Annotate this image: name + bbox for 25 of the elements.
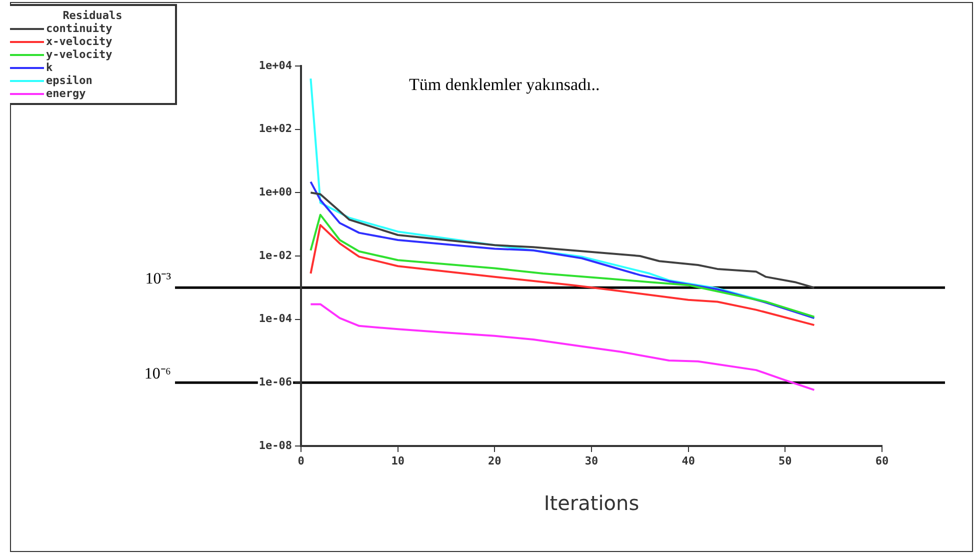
legend-label: epsilon — [46, 74, 92, 87]
x-tick-label: 60 — [875, 454, 889, 468]
legend-label: continuity — [46, 22, 112, 35]
x-tick-label: 0 — [298, 454, 304, 468]
x-tick-label: 20 — [488, 454, 502, 468]
y-tick-label: 1e-02 — [258, 248, 292, 262]
x-tick-label: 40 — [682, 454, 695, 468]
legend-title: Residuals — [62, 9, 124, 22]
legend-label: x-velocity — [46, 35, 112, 48]
annotation: Tüm denklemler yakınsadı.. — [409, 75, 600, 94]
y-tick-label: 1e+02 — [258, 122, 292, 136]
x-tick-label: 50 — [778, 454, 792, 468]
y-tick-label: 1e-06 — [258, 376, 292, 389]
y-tick-label: 1e-08 — [258, 438, 292, 452]
ref-line-label: 10⁻⁶ — [144, 366, 171, 383]
ref-line-label: 10⁻³ — [145, 270, 172, 288]
legend-label: energy — [46, 87, 86, 100]
legend-label: k — [46, 61, 53, 74]
y-tick-label: 1e+04 — [258, 58, 292, 72]
x-axis-title: Iterations — [544, 491, 640, 516]
legend-label: y-velocity — [46, 48, 112, 61]
y-tick-label: 1e+00 — [258, 186, 292, 199]
y-tick-label: 1e-04 — [258, 312, 292, 326]
x-tick-label: 10 — [391, 454, 404, 468]
x-tick-label: 30 — [584, 454, 598, 468]
